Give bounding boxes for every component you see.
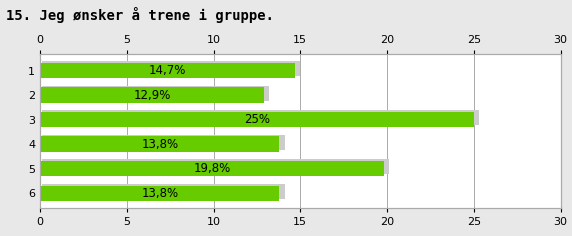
Text: 19,8%: 19,8% bbox=[193, 162, 231, 175]
Text: 13,8%: 13,8% bbox=[141, 187, 178, 200]
Bar bbox=[40, 112, 474, 127]
Bar bbox=[42, 184, 285, 199]
Text: 14,7%: 14,7% bbox=[149, 64, 186, 77]
Bar bbox=[40, 63, 295, 78]
Bar bbox=[40, 88, 264, 103]
Bar bbox=[42, 61, 300, 76]
Bar bbox=[40, 161, 384, 176]
Text: 12,9%: 12,9% bbox=[133, 88, 170, 101]
Bar bbox=[42, 86, 269, 101]
Bar bbox=[40, 136, 280, 152]
Text: 15. Jeg ønsker å trene i gruppe.: 15. Jeg ønsker å trene i gruppe. bbox=[6, 7, 274, 23]
Bar bbox=[42, 159, 389, 174]
Text: 13,8%: 13,8% bbox=[141, 138, 178, 151]
Bar bbox=[40, 185, 280, 201]
Text: 25%: 25% bbox=[244, 113, 270, 126]
Bar bbox=[42, 135, 285, 150]
Bar bbox=[42, 110, 479, 126]
